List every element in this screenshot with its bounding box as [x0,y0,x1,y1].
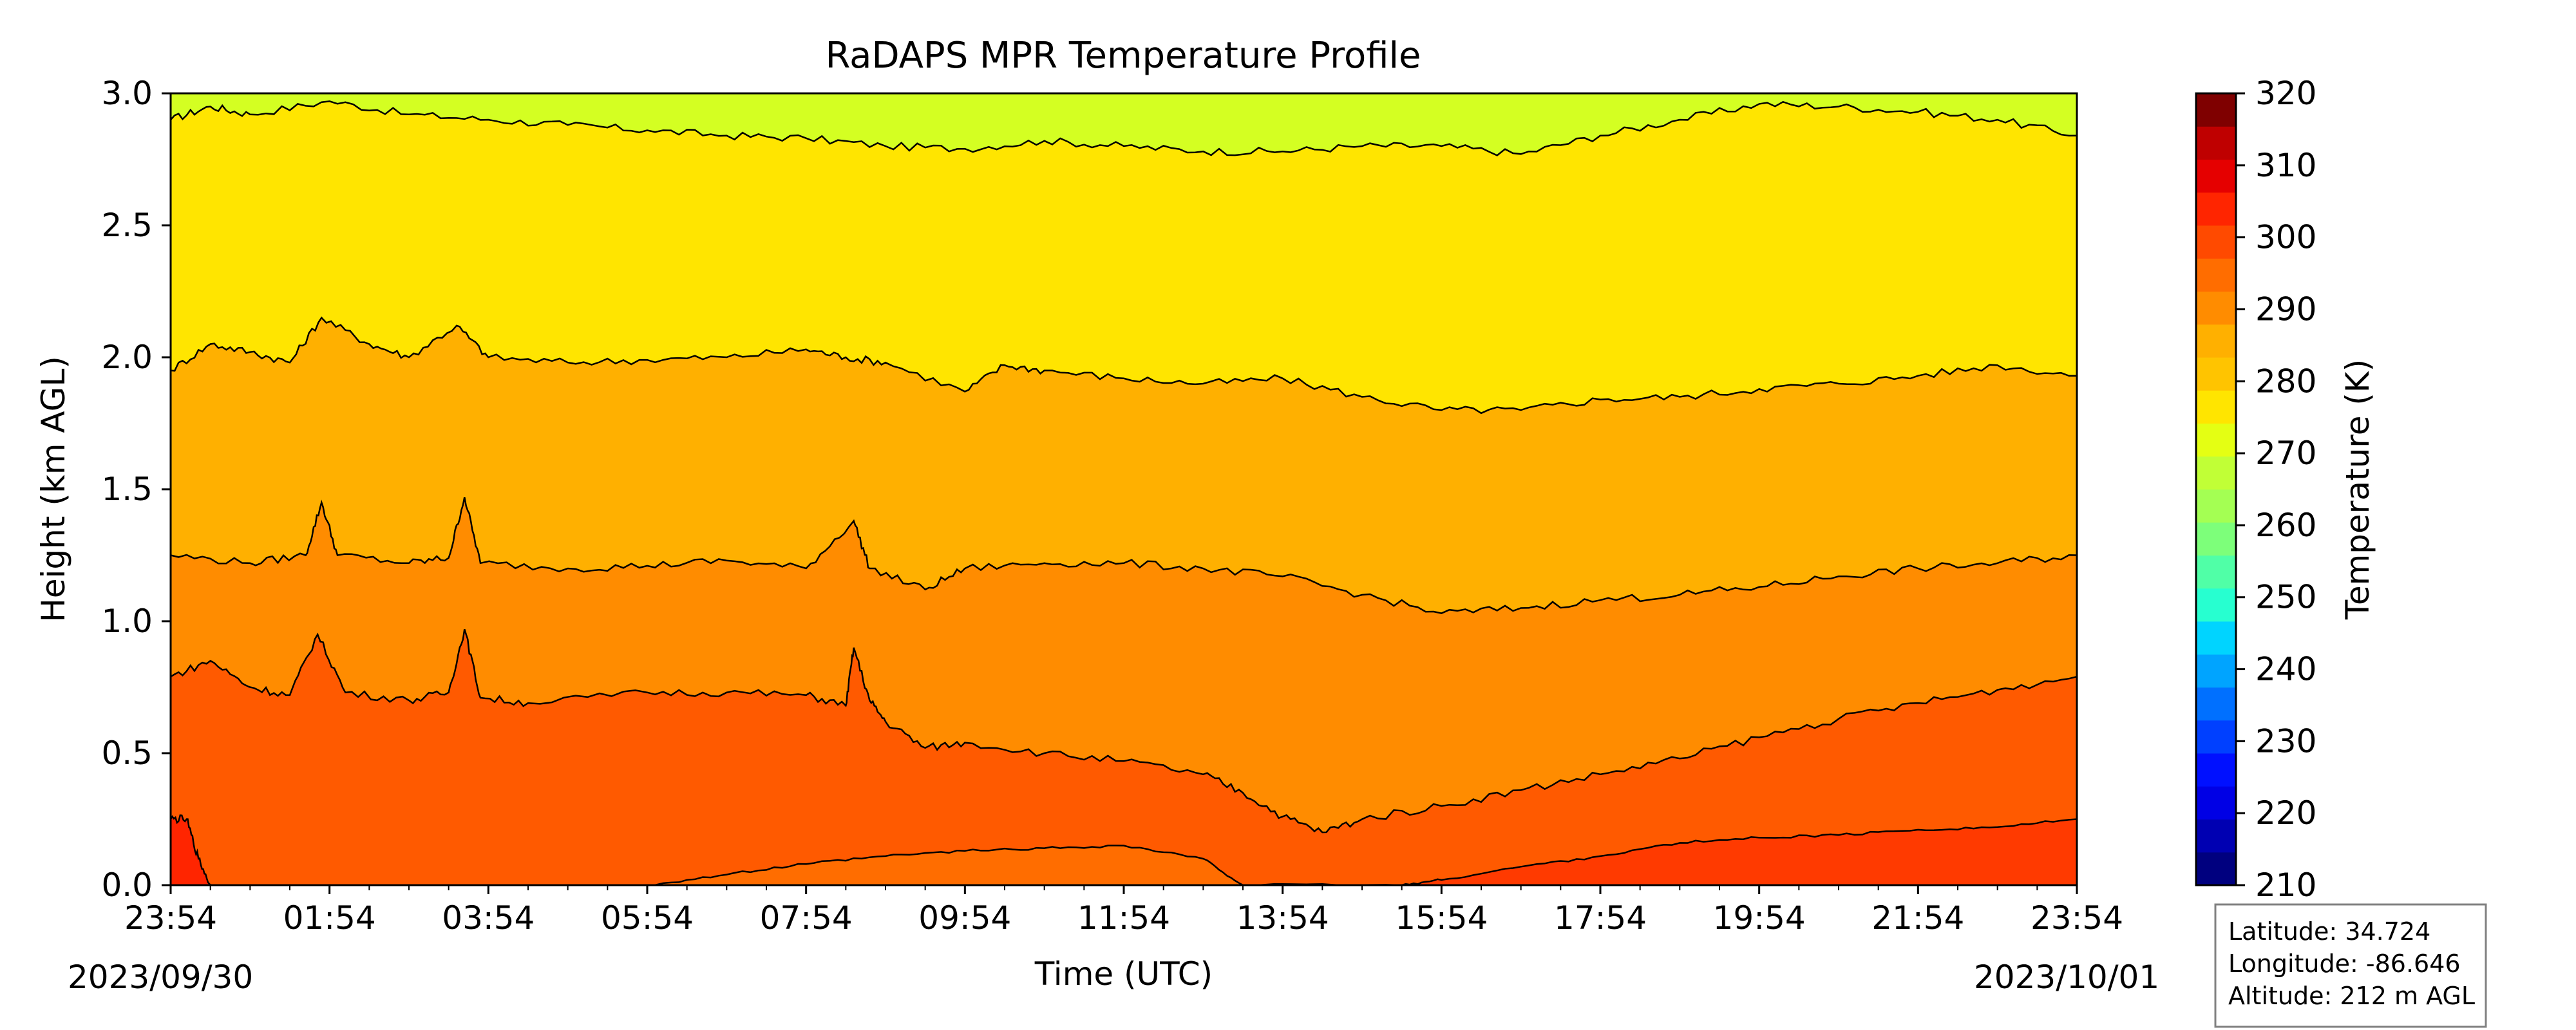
x-tick-label: 11:54 [1077,899,1170,937]
colorbar-segment [2196,621,2236,655]
colorbar-segment [2196,390,2236,424]
colorbar-segment [2196,324,2236,358]
colorbar-segment [2196,819,2236,853]
x-tick-label: 09:54 [918,899,1011,937]
colorbar-segment [2196,291,2236,325]
y-tick-label: 0.5 [101,735,153,772]
colorbar-label: Temperature (K) [2339,359,2376,620]
colorbar-segment [2196,720,2236,754]
y-tick-label: 1.0 [101,603,153,640]
contour-line-305 [169,814,211,886]
end-date-label: 2023/10/01 [1974,959,2159,996]
y-tick-label: 3.0 [101,75,153,112]
y-axis-label: Height (km AGL) [35,356,72,623]
colorbar-segment [2196,258,2236,292]
colorbar-tick-label: 260 [2255,507,2316,544]
colorbar-tick-label: 230 [2255,722,2316,760]
contour-line-285 [170,100,2078,156]
colorbar-segment [2196,159,2236,193]
y-tick-label: 1.5 [101,471,153,508]
colorbar-segment [2196,489,2236,523]
colorbar-segment [2196,555,2236,589]
colorbar-ticks: 210 220 230 240 250 260 270 280 290 300 310 320 [2236,75,2316,904]
colorbar-segment [2196,357,2236,391]
x-tick-label: 19:54 [1713,899,1806,937]
colorbar-segment [2196,423,2236,457]
contour-line-300 [170,628,2078,834]
y-tick-label: 2.0 [101,339,153,376]
colorbar-segment [2196,654,2236,688]
colorbar-segment [2196,192,2236,226]
colorbar-segment [2196,93,2236,127]
contour-line-290 [170,316,2078,415]
colorbar-tick-label: 310 [2255,147,2316,184]
plot-area [169,93,2078,886]
colorbar-tick-label: 290 [2255,290,2316,328]
colorbar-segment [2196,786,2236,819]
x-tick-label: 15:54 [1395,899,1488,937]
y-tick-label: 0.0 [101,866,153,904]
colorbar-segment [2196,456,2236,490]
colorbar-segment [2196,687,2236,721]
colorbar-tick-label: 300 [2255,219,2316,256]
colorbar-segment [2196,225,2236,259]
x-tick-label: 13:54 [1236,899,1329,937]
y-axis: 0.0 0.5 1.0 1.5 2.0 2.5 3.0 [101,75,171,904]
chart-title: RaDAPS MPR Temperature Profile [825,35,1421,77]
colorbar-segment [2196,522,2236,556]
colorbar-segment [2196,588,2236,622]
colorbar-tick-label: 320 [2255,75,2316,112]
colorbar-segment [2196,753,2236,787]
colorbar [2195,92,2237,886]
x-tick-label: 23:54 [124,899,217,937]
colorbar-tick-label: 240 [2255,651,2316,688]
longitude-text: Longitude: -86.646 [2228,950,2461,978]
y-tick-label: 2.5 [101,207,153,244]
latitude-text: Latitude: 34.724 [2228,917,2430,946]
x-tick-label: 01:54 [283,899,376,937]
x-tick-label: 03:54 [442,899,535,937]
colorbar-frame [2195,92,2237,886]
start-date-label: 2023/09/30 [68,959,253,996]
info-box [2214,903,2487,1028]
x-tick-label: 17:54 [1554,899,1647,937]
colorbar-tick-label: 220 [2255,794,2316,832]
colorbar-tick-label: 250 [2255,579,2316,616]
x-tick-label: 23:54 [2031,899,2123,937]
contour-fill-surface-warm [1401,819,2077,885]
x-tick-label: 07:54 [760,899,853,937]
altitude-text: Altitude: 212 m AGL [2228,982,2475,1010]
x-tick-label: 05:54 [601,899,694,937]
colorbar-segment [2196,126,2236,160]
contour-line-295 [170,497,2078,615]
colorbar-segment [2196,852,2236,886]
colorbar-tick-label: 270 [2255,435,2316,472]
colorbar-tick-label: 280 [2255,362,2316,400]
colorbar-tick-label: 210 [2255,866,2316,904]
x-axis: 23:54 01:54 03:54 05:54 07:54 09:54 11:54 13:54… [124,885,2123,937]
x-tick-label: 21:54 [1871,899,1964,937]
x-axis-label: Time (UTC) [1034,955,1213,993]
